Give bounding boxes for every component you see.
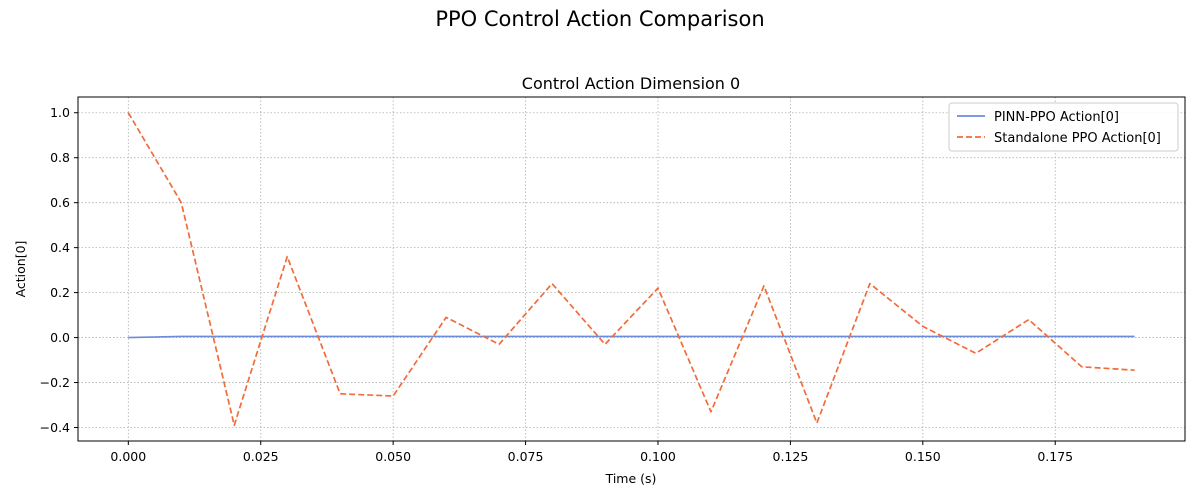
legend-box xyxy=(948,102,1179,152)
x-tick-label: 0.050 xyxy=(375,449,411,464)
series-line-0 xyxy=(128,335,1135,339)
series-layer xyxy=(127,112,1135,427)
y-tick-label: 0.8 xyxy=(50,150,70,165)
y-tick-label: 0.4 xyxy=(50,240,70,255)
x-tick-label: 0.175 xyxy=(1037,449,1073,464)
y-axis: 1.0 0.8 0.6 0.4 0.2 0.0 −0.2 −0.4 xyxy=(40,105,78,435)
figure-suptitle: PPO Control Action Comparison xyxy=(435,7,764,31)
y-tick-label: −0.4 xyxy=(40,420,70,435)
grid xyxy=(78,97,1185,441)
y-tick-label: 0.0 xyxy=(50,330,70,345)
x-tick-label: 0.000 xyxy=(110,449,146,464)
x-tick-label: 0.150 xyxy=(905,449,941,464)
axes-frame xyxy=(77,96,1186,442)
x-axis: 0.000 0.025 0.050 0.075 0.100 0.125 0.150 0.175 xyxy=(110,441,1073,464)
x-tick-label: 0.025 xyxy=(243,449,279,464)
x-tick-label: 0.125 xyxy=(773,449,809,464)
y-tick-label: −0.2 xyxy=(40,375,70,390)
series-line-1 xyxy=(127,112,1135,427)
legend: PINN-PPO Action[0] Standalone PPO Action… xyxy=(948,102,1179,152)
legend-label-pinn-ppo: PINN-PPO Action[0] xyxy=(994,110,1119,125)
chart-title: Control Action Dimension 0 xyxy=(522,74,740,93)
x-axis-label: Time (s) xyxy=(605,471,657,486)
y-tick-label: 1.0 xyxy=(50,105,70,120)
y-tick-label: 0.6 xyxy=(50,195,70,210)
y-axis-label: Action[0] xyxy=(13,241,28,298)
legend-label-standalone-ppo: Standalone PPO Action[0] xyxy=(994,131,1161,146)
x-tick-label: 0.100 xyxy=(640,449,676,464)
x-tick-label: 0.075 xyxy=(508,449,544,464)
y-tick-label: 0.2 xyxy=(50,285,70,300)
